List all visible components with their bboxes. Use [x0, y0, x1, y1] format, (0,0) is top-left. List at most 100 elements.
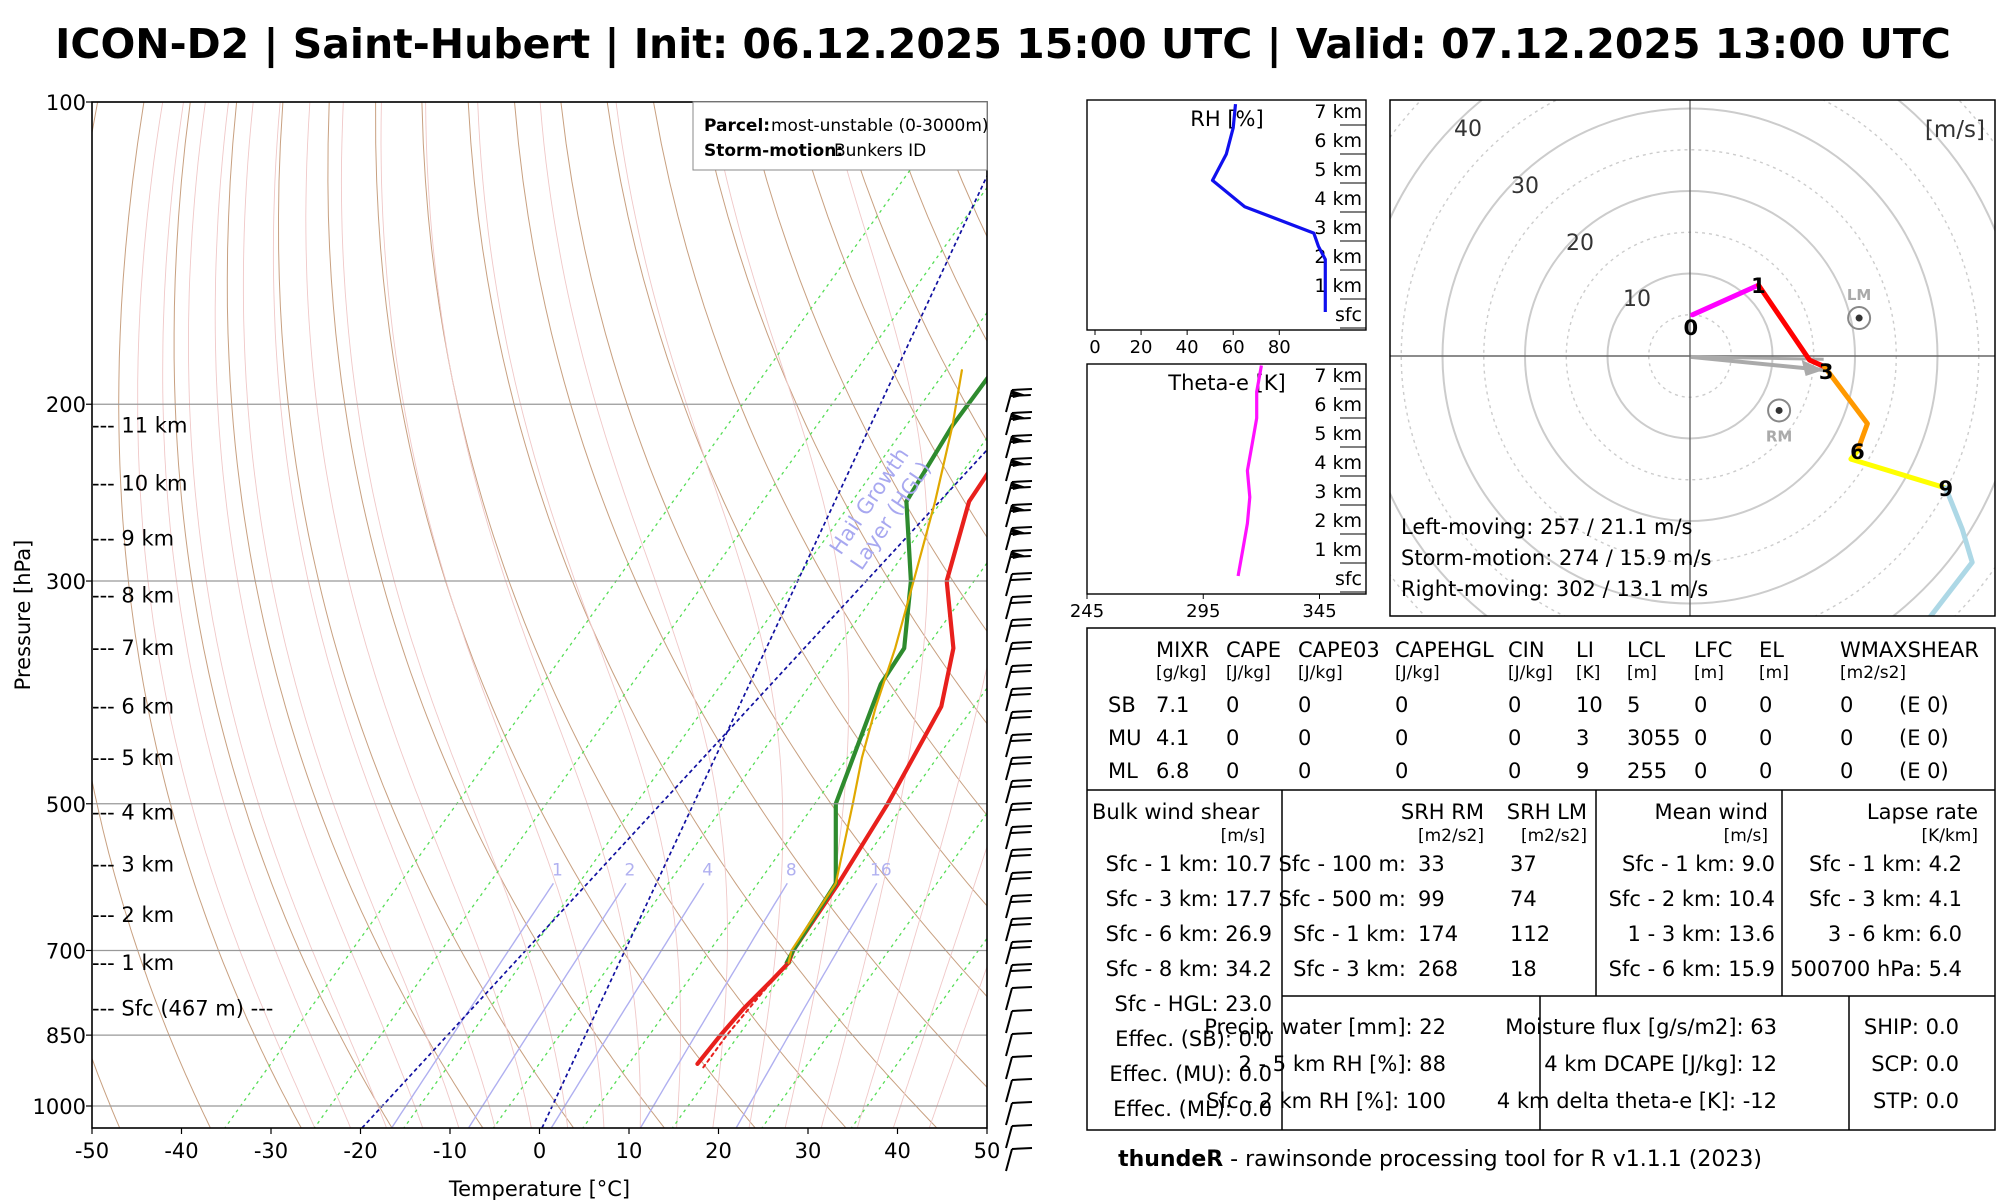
wind-barb [1005, 710, 1033, 735]
params-cell: 5 [1627, 693, 1640, 717]
temperature-tick-label: -30 [254, 1139, 288, 1163]
skewt-plot-area [92, 102, 987, 1128]
wind-barb-flag [1010, 693, 1031, 696]
rm-marker-dot [1775, 406, 1783, 414]
wind-barb-flag [1011, 917, 1033, 920]
params-cell: 6.8 [1156, 759, 1189, 783]
srh-rm-value: 174 [1418, 922, 1458, 946]
height-label: --- Sfc (467 m) --- [92, 997, 273, 1021]
shear-vector-2 [1690, 355, 1824, 361]
moist-adiabat [380, 102, 605, 1128]
params-cell-extra: (E 0) [1899, 759, 1949, 783]
wind-barb-flag [1010, 969, 1031, 972]
wind-barb [1005, 1032, 1033, 1057]
wind-barb-staff [1005, 527, 1013, 551]
rh-title: RH [%] [1190, 107, 1263, 131]
wind-barb [1005, 641, 1033, 666]
hodo-ring-label: 20 [1566, 231, 1594, 256]
thetae-height-label: 4 km [1314, 452, 1362, 474]
hodo-ring-label: 40 [1454, 117, 1482, 142]
dry-adiabat [745, 102, 987, 633]
wind-barb-flag [1011, 986, 1033, 989]
wind-barb [1005, 802, 1033, 827]
wind-barb-staff [1005, 458, 1013, 482]
wind-barb-staff [1005, 780, 1013, 804]
params-cell: 10 [1576, 693, 1603, 717]
bulk-row: Sfc - HGL: 23.0 [1115, 992, 1272, 1016]
wind-barb-flag [1011, 595, 1033, 598]
hodograph-panel: 10 20 30 40 [m/s] 0 1 3 6 9 LM RM Left-moving: 257 /… [1389, 99, 1996, 617]
params-header-unit: [m] [1694, 663, 1724, 683]
srh-row-label: Sfc - 3 km: [1293, 957, 1406, 981]
wind-barb-staff [1005, 1102, 1013, 1126]
params-cell: 9 [1576, 759, 1589, 783]
wind-barb [1005, 1101, 1033, 1126]
moist-adiabat [305, 102, 532, 1128]
dry-adiabat [514, 102, 987, 1088]
temperature-tick-label: 10 [616, 1139, 643, 1163]
rh-tick-label: 20 [1130, 337, 1153, 358]
shear-vector [1690, 354, 1824, 373]
wind-barb-flag [1010, 808, 1031, 811]
params-cell: 0 [1226, 726, 1239, 750]
wind-barb-staff [1005, 1079, 1013, 1103]
params-header: LFC [1694, 638, 1732, 662]
height-label: --- 8 km [92, 583, 174, 607]
mixing-ratio-line [390, 882, 554, 1128]
wind-barb-staff [1005, 389, 1013, 413]
green-dotted-line [403, 311, 987, 1128]
dry-adiabat [792, 102, 987, 539]
wind-barb [1005, 1055, 1033, 1080]
wind-barb-flag [1011, 1147, 1033, 1150]
params-cell: 3 [1576, 726, 1589, 750]
srh-header-lm: SRH LM [1507, 800, 1587, 824]
params-cell: 0 [1395, 693, 1408, 717]
pressure-tick-label: 300 [46, 570, 86, 594]
bulk-row: Effec. (SB): 0.0 [1115, 1027, 1272, 1051]
wind-barb [1005, 595, 1033, 620]
wind-barb-flag [1011, 756, 1033, 759]
hodo-height-marker: 6 [1850, 440, 1865, 464]
wind-barb-pennant [1011, 528, 1026, 536]
hodo-plot-area [1390, 100, 1995, 616]
params-cell: 0 [1840, 726, 1853, 750]
pressure-tick-label: 200 [46, 393, 86, 417]
wind-barb-flag [1011, 848, 1033, 851]
wind-barb-staff [1005, 1056, 1013, 1080]
params-header: EL [1759, 638, 1784, 662]
hodo-height-marker: 0 [1684, 316, 1699, 340]
hgl-boundary-line [541, 175, 987, 1128]
meanwind-row: Sfc - 1 km: 9.0 [1622, 852, 1775, 876]
params-cell: 3055 [1627, 726, 1680, 750]
lapse-row: Sfc - 1 km: 4.2 [1809, 852, 1962, 876]
temperature-tick-label: 20 [705, 1139, 732, 1163]
dry-adiabat [226, 102, 484, 1128]
wind-barb-flag [1010, 739, 1031, 742]
params-cell: 0 [1508, 726, 1521, 750]
mixing-ratio-label: 2 [624, 860, 635, 880]
lapse-unit: [K/km] [1921, 826, 1978, 846]
temperature-tick-label: -20 [343, 1139, 377, 1163]
thetae-height-label: sfc [1335, 568, 1362, 590]
dry-adiabat [606, 102, 987, 907]
wind-barb-flag [1011, 1101, 1033, 1104]
flux-row: 4 km DCAPE [J/kg]: 12 [1544, 1052, 1777, 1076]
params-cell: 0 [1395, 726, 1408, 750]
wind-barb-staff [1005, 573, 1013, 597]
wind-barb-staff [1005, 757, 1013, 781]
wind-barb [1005, 664, 1033, 689]
wind-barb-flag [1011, 549, 1033, 552]
params-header: CAPE03 [1298, 638, 1380, 662]
lapse-row: 3 - 6 km: 6.0 [1828, 922, 1962, 946]
hodo-legend-line: Left-moving: 257 / 21.1 m/s [1401, 515, 1692, 539]
params-cell: 7.1 [1156, 693, 1189, 717]
moist-adiabat [477, 102, 682, 1128]
wind-barb-pennant [1011, 436, 1026, 444]
rh-height-label: 4 km [1314, 188, 1362, 210]
hodo-ring-label: 10 [1623, 287, 1651, 312]
params-header: CIN [1508, 638, 1545, 662]
tables-frame [1086, 627, 1996, 1131]
